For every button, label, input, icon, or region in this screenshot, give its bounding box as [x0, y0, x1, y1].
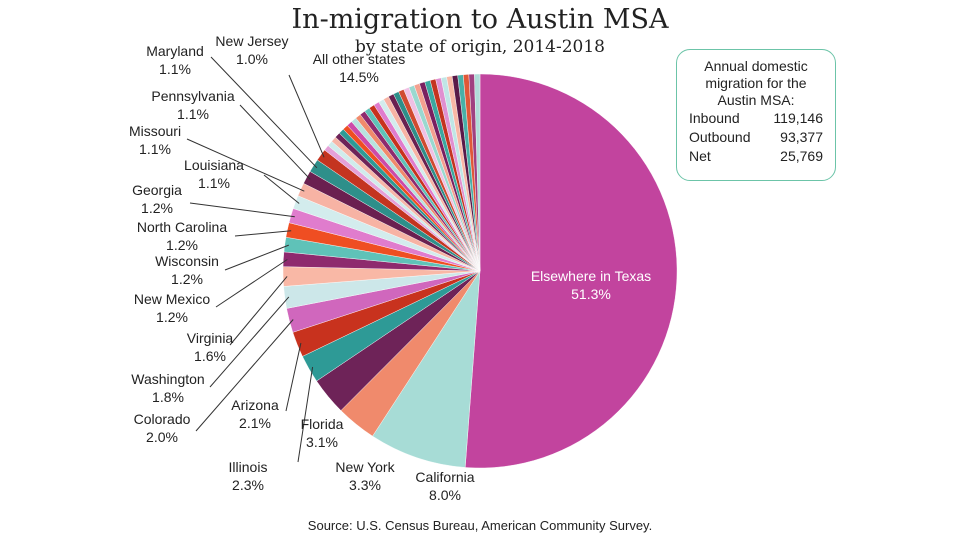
slice-value-virginia: 1.6%: [194, 348, 226, 364]
leader-line-arizona: [285, 342, 302, 412]
migration-summary-box: Annual domestic migration for the Austin…: [676, 49, 836, 181]
chart-subtitle: by state of origin, 2014-2018: [355, 37, 605, 57]
leader-line-missouri: [186, 138, 305, 192]
summary-label-net: Net: [689, 148, 711, 164]
pie-slices: [282, 73, 678, 469]
slice-label-maryland: Maryland: [146, 43, 204, 59]
summary-value-net: 25,769: [780, 148, 823, 164]
slice-label-elsewhere-in-texas: Elsewhere in Texas: [531, 268, 651, 284]
slice-value-new-mexico: 1.2%: [156, 309, 188, 325]
slice-value-louisiana: 1.1%: [198, 175, 230, 191]
slice-value-pennsylvania: 1.1%: [177, 106, 209, 122]
slice-value-arizona: 2.1%: [239, 415, 271, 431]
slice-label-virginia: Virginia: [187, 330, 234, 346]
leader-line-georgia: [189, 202, 295, 218]
slice-label-north-carolina: North Carolina: [137, 219, 227, 235]
slice-labels: Elsewhere in Texas 51.3% California 8.0% New…: [129, 33, 651, 503]
leader-line-virginia: [229, 276, 288, 346]
slice-label-illinois: Illinois: [229, 459, 268, 475]
summary-value-outbound: 93,377: [780, 129, 823, 145]
slice-value-georgia: 1.2%: [141, 200, 173, 216]
slice-value-elsewhere-in-texas: 51.3%: [571, 286, 611, 302]
summary-heading-line-3: Austin MSA:: [717, 92, 795, 108]
slice-value-missouri: 1.1%: [139, 141, 171, 157]
slice-value-california: 8.0%: [429, 487, 461, 503]
slice-label-california: California: [415, 469, 474, 485]
pie-slice-all-other-states-stripe: [474, 73, 481, 272]
summary-row-net: Net 25,769: [689, 147, 823, 166]
slice-label-new-mexico: New Mexico: [134, 291, 210, 307]
leader-line-maryland: [210, 56, 318, 169]
leader-line-illinois: [297, 366, 314, 463]
summary-row-outbound: Outbound 93,377: [689, 128, 823, 147]
summary-label-outbound: Outbound: [689, 129, 751, 145]
slice-value-north-carolina: 1.2%: [166, 237, 198, 253]
leader-line-pennsylvania: [239, 104, 311, 180]
slice-label-louisiana: Louisiana: [184, 157, 244, 173]
slice-value-illinois: 2.3%: [232, 477, 264, 493]
pie-slice-california: [372, 270, 481, 468]
slice-value-florida: 3.1%: [306, 434, 338, 450]
source-note: Source: U.S. Census Bureau, American Com…: [307, 518, 653, 533]
slice-label-colorado: Colorado: [134, 411, 191, 427]
slice-label-florida: Florida: [301, 416, 344, 432]
leader-line-new-mexico: [215, 259, 288, 308]
leader-line-wisconsin: [224, 244, 289, 271]
summary-heading-line-1: Annual domestic: [704, 58, 808, 74]
slice-label-missouri: Missouri: [129, 123, 181, 139]
slice-label-pennsylvania: Pennsylvania: [151, 88, 234, 104]
slice-label-arizona: Arizona: [231, 397, 279, 413]
slice-label-wisconsin: Wisconsin: [155, 253, 219, 269]
slice-value-washington: 1.8%: [152, 389, 184, 405]
slice-value-new-york: 3.3%: [349, 477, 381, 493]
summary-label-inbound: Inbound: [689, 110, 740, 126]
summary-heading-line-2: migration for the: [705, 75, 807, 91]
slice-value-new-jersey: 1.0%: [236, 51, 268, 67]
slice-label-washington: Washington: [131, 371, 204, 387]
slice-label-new-york: New York: [335, 459, 395, 475]
slice-value-all-other-states: 14.5%: [339, 69, 379, 85]
leader-line-louisiana: [263, 174, 300, 204]
slice-value-colorado: 2.0%: [146, 429, 178, 445]
leader-line-new-jersey: [288, 74, 325, 158]
slice-value-maryland: 1.1%: [159, 61, 191, 77]
pie-slice-elsewhere-in-texas: [464, 73, 678, 469]
slice-value-wisconsin: 1.2%: [171, 271, 203, 287]
leader-line-north-carolina: [234, 230, 292, 237]
leader-line-colorado: [195, 319, 294, 432]
chart-title: In-migration to Austin MSA: [291, 4, 669, 35]
leader-line-washington: [209, 296, 290, 388]
slice-label-new-jersey: New Jersey: [215, 33, 288, 49]
slice-label-all-other-states: All other states: [313, 51, 406, 67]
slice-label-georgia: Georgia: [132, 182, 182, 198]
summary-value-inbound: 119,146: [773, 110, 823, 126]
summary-row-inbound: Inbound 119,146: [689, 109, 823, 128]
leader-lines: [186, 56, 325, 463]
